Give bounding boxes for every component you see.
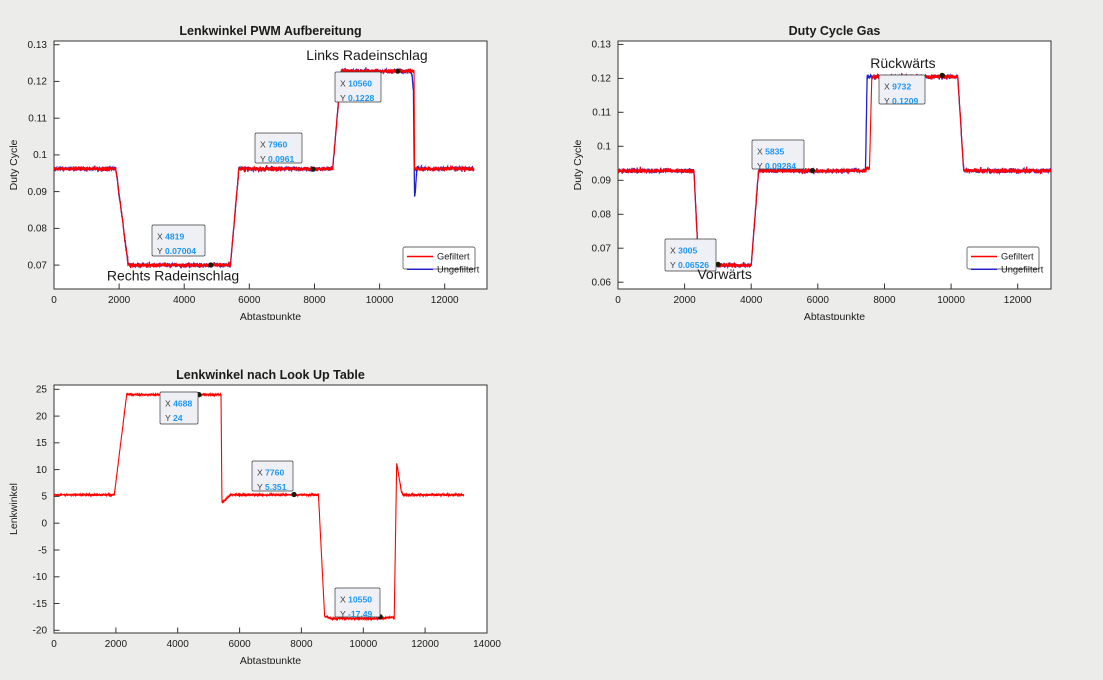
svg-text:0: 0 bbox=[51, 639, 57, 650]
svg-text:Lenkwinkel: Lenkwinkel bbox=[8, 483, 20, 535]
svg-text:4000: 4000 bbox=[740, 295, 763, 306]
svg-text:20: 20 bbox=[36, 411, 48, 422]
svg-text:12000: 12000 bbox=[411, 639, 439, 650]
svg-text:4000: 4000 bbox=[167, 639, 190, 650]
svg-text:0.07: 0.07 bbox=[28, 260, 48, 271]
svg-text:10000: 10000 bbox=[366, 295, 394, 306]
svg-text:6000: 6000 bbox=[228, 639, 251, 650]
svg-text:0.12: 0.12 bbox=[28, 77, 48, 88]
svg-text:Y 24: Y 24 bbox=[165, 413, 183, 423]
svg-text:Y -17.49: Y -17.49 bbox=[340, 609, 373, 619]
svg-text:X 10550: X 10550 bbox=[340, 595, 372, 605]
svg-text:0: 0 bbox=[51, 295, 57, 306]
svg-text:0.08: 0.08 bbox=[592, 210, 612, 221]
svg-text:Abtastpunkte: Abtastpunkte bbox=[804, 311, 865, 320]
svg-text:0.13: 0.13 bbox=[28, 40, 48, 51]
svg-text:10000: 10000 bbox=[349, 639, 377, 650]
svg-text:Y 5.351: Y 5.351 bbox=[257, 482, 287, 492]
svg-text:6000: 6000 bbox=[807, 295, 830, 306]
svg-text:X 9732: X 9732 bbox=[884, 82, 911, 92]
svg-text:Gefiltert: Gefiltert bbox=[1001, 252, 1034, 262]
svg-text:Ungefiltert: Ungefiltert bbox=[437, 264, 480, 274]
svg-text:X 3005: X 3005 bbox=[670, 246, 697, 256]
svg-text:Links Radeinschlag: Links Radeinschlag bbox=[306, 47, 427, 63]
svg-text:5: 5 bbox=[41, 492, 47, 503]
svg-text:X 10560: X 10560 bbox=[340, 79, 372, 89]
svg-text:6000: 6000 bbox=[238, 295, 261, 306]
svg-text:Ungefiltert: Ungefiltert bbox=[1001, 264, 1044, 274]
svg-text:Y 0.07004: Y 0.07004 bbox=[157, 246, 196, 256]
svg-text:X 4688: X 4688 bbox=[165, 399, 192, 409]
svg-text:Duty Cycle: Duty Cycle bbox=[8, 139, 20, 190]
svg-text:Lenkwinkel nach Look Up Table: Lenkwinkel nach Look Up Table bbox=[176, 368, 365, 382]
svg-text:X 4819: X 4819 bbox=[157, 232, 184, 242]
svg-text:10: 10 bbox=[36, 465, 48, 476]
svg-text:X 7960: X 7960 bbox=[260, 140, 287, 150]
svg-text:4000: 4000 bbox=[173, 295, 196, 306]
svg-text:12000: 12000 bbox=[431, 295, 459, 306]
svg-text:-15: -15 bbox=[33, 599, 48, 610]
svg-text:Vorwärts: Vorwärts bbox=[697, 266, 751, 282]
svg-text:Abtastpunkte: Abtastpunkte bbox=[240, 655, 301, 664]
svg-text:14000: 14000 bbox=[473, 639, 501, 650]
svg-text:0.08: 0.08 bbox=[28, 224, 48, 235]
svg-text:Rückwärts: Rückwärts bbox=[870, 55, 935, 71]
svg-text:0.1: 0.1 bbox=[597, 142, 611, 153]
svg-text:12000: 12000 bbox=[1004, 295, 1032, 306]
svg-text:15: 15 bbox=[36, 438, 48, 449]
svg-text:0.12: 0.12 bbox=[592, 74, 612, 85]
svg-text:Y 0.09284: Y 0.09284 bbox=[757, 161, 796, 171]
svg-text:0.1: 0.1 bbox=[33, 150, 47, 161]
svg-text:Abtastpunkte: Abtastpunkte bbox=[240, 311, 301, 320]
svg-text:8000: 8000 bbox=[303, 295, 326, 306]
svg-text:0: 0 bbox=[41, 519, 47, 530]
svg-text:Y 0.1228: Y 0.1228 bbox=[340, 93, 374, 103]
svg-text:Duty Cycle: Duty Cycle bbox=[572, 139, 584, 190]
svg-text:-5: -5 bbox=[38, 545, 47, 556]
svg-text:2000: 2000 bbox=[105, 639, 128, 650]
svg-text:25: 25 bbox=[36, 385, 48, 396]
svg-text:0.06: 0.06 bbox=[592, 278, 612, 289]
svg-text:Duty Cycle Gas: Duty Cycle Gas bbox=[789, 24, 881, 38]
svg-text:0.07: 0.07 bbox=[592, 244, 612, 255]
svg-text:0: 0 bbox=[615, 295, 621, 306]
svg-text:Rechts Radeinschlag: Rechts Radeinschlag bbox=[107, 268, 239, 284]
svg-text:0.13: 0.13 bbox=[592, 40, 612, 51]
svg-text:-20: -20 bbox=[33, 626, 48, 637]
svg-text:0.11: 0.11 bbox=[592, 108, 611, 119]
svg-text:0.11: 0.11 bbox=[28, 114, 47, 125]
svg-text:0.09: 0.09 bbox=[592, 176, 612, 187]
svg-text:10000: 10000 bbox=[937, 295, 965, 306]
svg-text:X 5835: X 5835 bbox=[757, 147, 784, 157]
svg-text:2000: 2000 bbox=[108, 295, 131, 306]
svg-text:8000: 8000 bbox=[873, 295, 896, 306]
svg-text:2000: 2000 bbox=[673, 295, 696, 306]
svg-text:Lenkwinkel PWM Aufbereitung: Lenkwinkel PWM Aufbereitung bbox=[179, 24, 361, 38]
svg-text:8000: 8000 bbox=[290, 639, 313, 650]
svg-text:Gefiltert: Gefiltert bbox=[437, 252, 470, 262]
svg-text:0.09: 0.09 bbox=[28, 187, 48, 198]
svg-text:X 7760: X 7760 bbox=[257, 468, 284, 478]
svg-text:-10: -10 bbox=[33, 572, 48, 583]
svg-text:Y 0.0961: Y 0.0961 bbox=[260, 154, 294, 164]
svg-text:Y 0.1209: Y 0.1209 bbox=[884, 96, 918, 106]
